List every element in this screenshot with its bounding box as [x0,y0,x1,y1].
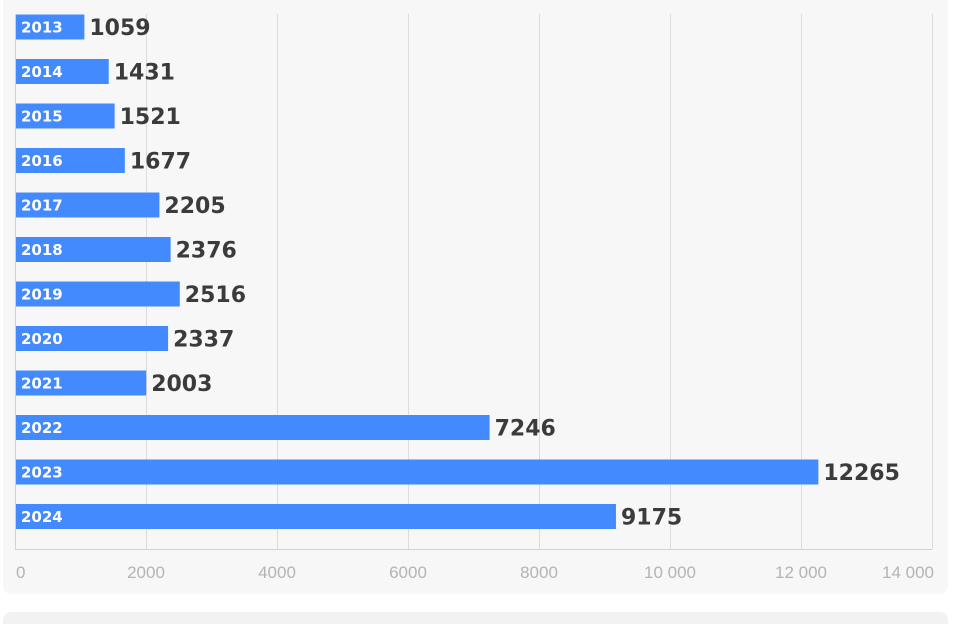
category-label-2021: 2021 [21,375,63,393]
category-label-2022: 2022 [21,419,63,437]
x-tick-label: 4000 [258,563,296,582]
x-tick-label: 2000 [127,563,165,582]
category-label-2016: 2016 [21,152,63,170]
x-tick-label: 0 [16,563,25,582]
x-tick-label: 12 000 [775,563,827,582]
value-label-2016: 1677 [130,150,191,175]
value-label-2019: 2516 [185,283,246,308]
value-label-2015: 1521 [120,105,181,130]
x-axis: 0 2000 4000 6000 8000 10 000 12 000 14 000 [15,14,934,582]
value-label-2014: 1431 [114,61,175,86]
bar-2019[interactable] [16,281,180,307]
value-label-2022: 7246 [495,417,556,442]
x-tick-label: 6000 [389,563,427,582]
bar-2020[interactable] [16,326,169,351]
value-label-2013: 1059 [89,16,150,41]
category-label-2024: 2024 [21,508,63,526]
bar-2021[interactable] [16,370,147,396]
bar-2013[interactable] [16,14,85,40]
bar-2015[interactable] [16,103,115,129]
category-label-2018: 2018 [21,241,63,259]
value-label-2023: 12265 [823,461,900,486]
x-tick-label: 10 000 [644,563,696,582]
bar-2022[interactable] [16,415,490,440]
bar-2024[interactable] [16,504,616,529]
category-label-2023: 2023 [21,464,63,482]
category-label-2013: 2013 [21,19,63,37]
category-label-2014: 2014 [21,63,63,81]
category-label-2020: 2020 [21,330,63,348]
value-label-2017: 2205 [164,194,225,219]
next-card-edge [3,612,948,624]
category-label-2019: 2019 [21,286,63,304]
value-label-2024: 9175 [621,506,682,531]
bar-2017[interactable] [16,192,160,218]
value-label-2018: 2376 [176,239,237,264]
bars: 2013 1059 2014 1431 2015 1521 2016 1677 2017 2205… [16,14,900,531]
value-label-2020: 2337 [173,328,234,353]
x-tick-label: 14 000 [882,563,934,582]
category-label-2015: 2015 [21,108,63,126]
x-tick-label: 8000 [520,563,558,582]
bar-2018[interactable] [16,237,171,262]
bar-2016[interactable] [16,148,125,173]
bar-2014[interactable] [16,59,109,84]
category-label-2017: 2017 [21,197,63,215]
bar-2023[interactable] [16,459,819,485]
value-label-2021: 2003 [151,372,212,397]
